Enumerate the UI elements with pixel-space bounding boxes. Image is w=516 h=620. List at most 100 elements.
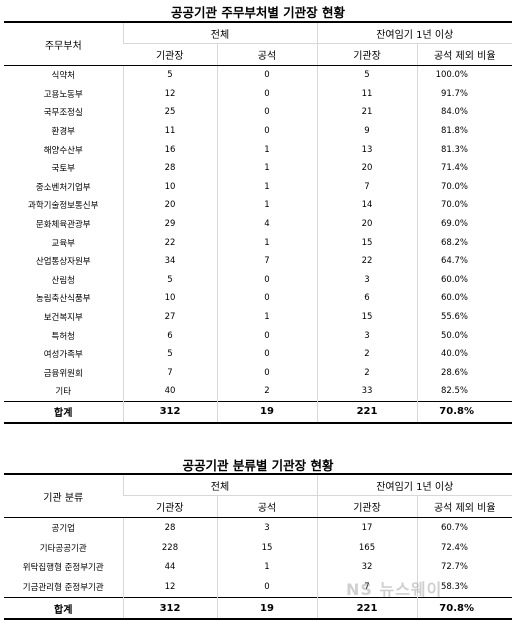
cell-remaining: 5 bbox=[316, 65, 417, 85]
cell-heads: 10 bbox=[122, 289, 217, 308]
cell-remaining: 3 bbox=[316, 326, 417, 345]
cell-ratio: 70.0% bbox=[416, 196, 512, 215]
cell-remaining: 15 bbox=[316, 233, 417, 252]
cell-ratio: 58.3% bbox=[416, 577, 512, 598]
cell-vacant: 1 bbox=[216, 307, 317, 327]
cell-remaining: 2 bbox=[316, 363, 417, 383]
row-label: 교육부 bbox=[51, 238, 75, 249]
cell-vacant: 4 bbox=[216, 214, 317, 234]
cell-heads: 28 bbox=[122, 517, 217, 538]
row-label: 과학기술정보통신부 bbox=[28, 201, 99, 212]
table-row: 기타공공기관 228 15 165 72.4% bbox=[4, 537, 512, 558]
cell-ratio: 84.0% bbox=[416, 103, 512, 122]
header-row-top: 기관 분류 전체 잔여임기 1년 이상 bbox=[4, 473, 512, 518]
cell-remaining: 9 bbox=[316, 121, 417, 141]
cell-remaining: 3 bbox=[316, 270, 417, 290]
cell-ratio: 81.3% bbox=[416, 140, 512, 159]
cell-remaining: 21 bbox=[316, 103, 417, 122]
category-table: 기관 분류 전체 잔여임기 1년 이상 기관장 공석 기관장 공석 제외 비율 … bbox=[4, 473, 512, 620]
table-row: 산림청 5 0 3 60.0% bbox=[4, 270, 512, 290]
cell-vacant: 0 bbox=[216, 577, 317, 598]
cell-vacant: 0 bbox=[216, 270, 317, 290]
cell-ratio: 28.6% bbox=[416, 363, 512, 383]
table-row: 기금관리형 준정부기관 12 0 7 58.3% bbox=[4, 577, 512, 598]
row-label: 금융위원회 bbox=[43, 368, 83, 379]
group-header-remaining: 잔여임기 1년 이상 bbox=[316, 21, 512, 44]
cell-vacant: 1 bbox=[216, 233, 317, 252]
cell-heads: 44 bbox=[122, 557, 217, 578]
table-row: 보건복지부 27 1 15 55.6% bbox=[4, 307, 512, 327]
table-row: 해양수산부 16 1 13 81.3% bbox=[4, 140, 512, 159]
total-heads: 312 bbox=[122, 597, 217, 620]
total-label: 합계 bbox=[4, 597, 123, 620]
cell-remaining: 33 bbox=[316, 382, 417, 402]
header-row-top: 주무부처 전체 잔여임기 1년 이상 bbox=[4, 21, 512, 66]
row-label: 중소벤처기업부 bbox=[35, 182, 91, 193]
cell-vacant: 0 bbox=[216, 326, 317, 345]
table-row: 교육부 22 1 15 68.2% bbox=[4, 233, 512, 252]
row-label: 기금관리형 준정부기관 bbox=[22, 583, 104, 594]
table-row: 국토부 28 1 20 71.4% bbox=[4, 158, 512, 178]
cell-vacant: 0 bbox=[216, 344, 317, 364]
col-header-ratio: 공석 제외 비율 bbox=[416, 43, 512, 66]
cell-remaining: 22 bbox=[316, 251, 417, 271]
row-label: 위탁집행형 준정부기관 bbox=[22, 563, 104, 574]
row-label: 국토부 bbox=[51, 164, 75, 175]
row-label: 문화체육관광부 bbox=[35, 220, 91, 231]
cell-remaining: 7 bbox=[316, 177, 417, 197]
cell-ratio: 100.0% bbox=[416, 65, 512, 85]
group-header-total: 전체 bbox=[122, 473, 317, 496]
cell-vacant: 1 bbox=[216, 140, 317, 159]
cell-heads: 228 bbox=[122, 537, 217, 558]
row-label: 식약처 bbox=[51, 71, 75, 82]
total-ratio: 70.8% bbox=[416, 597, 512, 620]
table1-title: 공공기관 주무부처별 기관장 현황 bbox=[170, 5, 346, 20]
total-row: 합계 312 19 221 70.8% bbox=[4, 400, 512, 424]
col-header-heads-remaining: 기관장 bbox=[316, 495, 417, 518]
cell-heads: 11 bbox=[122, 121, 217, 141]
cell-heads: 7 bbox=[122, 363, 217, 383]
cell-heads: 5 bbox=[122, 65, 217, 85]
cell-heads: 27 bbox=[122, 307, 217, 327]
cell-ratio: 71.4% bbox=[416, 158, 512, 178]
row-label: 여성가족부 bbox=[43, 350, 83, 361]
table-row: 여성가족부 5 0 2 40.0% bbox=[4, 344, 512, 364]
row-label: 고용노동부 bbox=[43, 89, 83, 100]
cell-vacant: 2 bbox=[216, 382, 317, 402]
cell-ratio: 50.0% bbox=[416, 326, 512, 345]
row-label: 해양수산부 bbox=[43, 145, 83, 156]
cell-ratio: 64.7% bbox=[416, 251, 512, 271]
row-header: 기관 분류 bbox=[4, 473, 123, 518]
col-header-vacant: 공석 bbox=[216, 43, 317, 66]
cell-ratio: 81.8% bbox=[416, 121, 512, 141]
table-row: 과학기술정보통신부 20 1 14 70.0% bbox=[4, 196, 512, 215]
total-remaining: 221 bbox=[316, 597, 417, 620]
total-label: 합계 bbox=[4, 400, 123, 424]
group-header-remaining: 잔여임기 1년 이상 bbox=[316, 473, 512, 496]
row-label: 기타공공기관 bbox=[39, 543, 87, 554]
table-row: 문화체육관광부 29 4 20 69.0% bbox=[4, 214, 512, 234]
cell-vacant: 1 bbox=[216, 557, 317, 578]
cell-vacant: 1 bbox=[216, 158, 317, 178]
ministry-table: 주무부처 전체 잔여임기 1년 이상 기관장 공석 기관장 공석 제외 비율 식… bbox=[4, 21, 512, 424]
cell-ratio: 40.0% bbox=[416, 344, 512, 364]
cell-vacant: 0 bbox=[216, 363, 317, 383]
table-row: 공기업 28 3 17 60.7% bbox=[4, 517, 512, 538]
cell-remaining: 20 bbox=[316, 214, 417, 234]
table-row: 농림축산식품부 10 0 6 60.0% bbox=[4, 289, 512, 308]
col-header-vacant: 공석 bbox=[216, 495, 317, 518]
cell-heads: 25 bbox=[122, 103, 217, 122]
col-header-ratio: 공석 제외 비율 bbox=[416, 495, 512, 518]
cell-heads: 12 bbox=[122, 577, 217, 598]
cell-heads: 40 bbox=[122, 382, 217, 402]
cell-remaining: 17 bbox=[316, 517, 417, 538]
table-row: 환경부 11 0 9 81.8% bbox=[4, 121, 512, 141]
total-ratio: 70.8% bbox=[416, 400, 512, 424]
cell-remaining: 20 bbox=[316, 158, 417, 178]
cell-vacant: 0 bbox=[216, 65, 317, 85]
table-row: 중소벤처기업부 10 1 7 70.0% bbox=[4, 177, 512, 197]
cell-heads: 6 bbox=[122, 326, 217, 345]
table-row: 산업통상자원부 34 7 22 64.7% bbox=[4, 251, 512, 271]
cell-vacant: 0 bbox=[216, 103, 317, 122]
cell-heads: 12 bbox=[122, 84, 217, 104]
